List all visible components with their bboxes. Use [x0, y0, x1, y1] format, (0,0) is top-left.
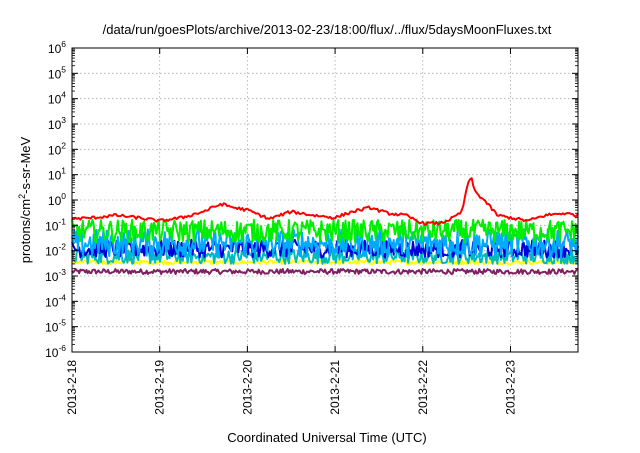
y-tick-label: 101	[48, 166, 66, 183]
series-line	[71, 177, 579, 226]
y-tick-label-base: 10	[48, 42, 62, 56]
y-tick-label-exponent: -4	[58, 292, 66, 302]
y-tick-label-base: 10	[45, 346, 59, 360]
y-tick-label-exponent: -2	[58, 242, 66, 252]
series-line	[71, 218, 579, 244]
series-line	[71, 268, 579, 276]
y-tick-label: 10-6	[45, 343, 66, 360]
chart-title: /data/run/goesPlots/archive/2013-02-23/1…	[103, 22, 552, 37]
y-tick-label-base: 10	[48, 93, 62, 107]
y-tick-label-base: 10	[45, 321, 59, 335]
y-tick-label-exponent: 3	[61, 115, 66, 125]
x-tick-label: 2013-2-18	[65, 360, 79, 415]
y-tick-label-exponent: 0	[61, 191, 66, 201]
y-tick-label: 103	[48, 115, 66, 132]
x-tick-label: 2013-2-22	[416, 360, 430, 415]
x-axis-title: Coordinated Universal Time (UTC)	[227, 430, 426, 445]
y-tick-label-exponent: 4	[61, 90, 66, 100]
x-tick-label: 2013-2-23	[503, 360, 517, 415]
y-tick-label-exponent: 1	[61, 166, 66, 176]
y-tick-label: 105	[48, 64, 66, 81]
y-tick-label-base: 10	[45, 270, 59, 284]
y-axis-title-sup: 2	[17, 194, 27, 199]
y-tick-label-base: 10	[45, 245, 59, 259]
y-tick-label-exponent: -6	[58, 343, 66, 353]
y-axis-title-base: protons/cm	[18, 199, 33, 263]
grid	[72, 48, 578, 352]
y-tick-label-exponent: 5	[61, 64, 66, 74]
y-tick-label-exponent: 6	[61, 39, 66, 49]
y-tick-label-base: 10	[45, 219, 59, 233]
y-axis-title: protons/cm2-s-sr-MeV	[17, 136, 33, 263]
x-tick-label: 2013-2-19	[153, 360, 167, 415]
y-tick-label-base: 10	[48, 143, 62, 157]
y-tick-label-base: 10	[45, 295, 59, 309]
y-tick-label: 102	[48, 140, 66, 157]
y-tick-label-exponent: -5	[58, 318, 66, 328]
y-tick-label: 10-3	[45, 267, 66, 284]
y-tick-label: 10-2	[45, 242, 66, 259]
y-tick-label-base: 10	[48, 169, 62, 183]
y-tick-label: 100	[48, 191, 66, 208]
y-tick-label-exponent: -3	[58, 267, 66, 277]
y-tick-label-base: 10	[48, 67, 62, 81]
y-tick-label: 10-1	[45, 216, 66, 233]
y-tick-label: 106	[48, 39, 66, 56]
y-tick-label-exponent: 2	[61, 140, 66, 150]
axis-ticks: 10-610-510-410-310-210-11001011021031041…	[45, 39, 578, 415]
x-tick-label: 2013-2-20	[240, 360, 254, 415]
y-axis-title-rest: -s-sr-MeV	[18, 136, 33, 193]
y-tick-label-base: 10	[48, 118, 62, 132]
y-tick-label: 10-5	[45, 318, 66, 335]
y-tick-label: 104	[48, 90, 66, 107]
series-group	[71, 177, 579, 276]
y-tick-label: 10-4	[45, 292, 66, 309]
x-tick-label: 2013-2-21	[328, 360, 342, 415]
y-tick-label-exponent: -1	[58, 216, 66, 226]
y-tick-label-base: 10	[48, 194, 62, 208]
